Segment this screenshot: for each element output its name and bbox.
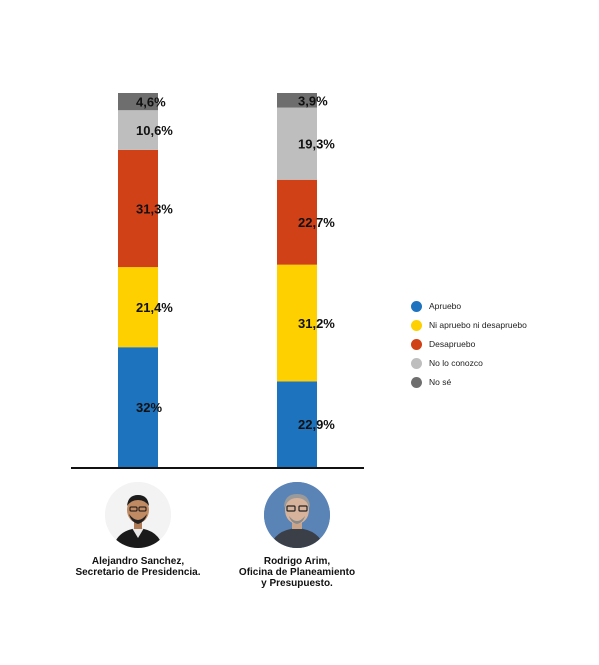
data-label-1-ni-apruebo-ni-desapruebo: 21,4% [136, 300, 173, 315]
legend-swatch-ni-apruebo-ni-desapruebo [411, 319, 422, 331]
data-label-2-apruebo: 22,9% [298, 417, 335, 432]
data-label-1-apruebo: 32% [136, 400, 162, 415]
legend-swatch-no-lo-conozco [411, 357, 422, 369]
bar-2-desapruebo [277, 179, 317, 265]
legend-item-ni-apruebo-ni-desapruebo: Ni apruebo ni desapruebo [411, 316, 596, 334]
person-name-alejandro-sanchez: Alejandro Sanchez, Secretario de Preside… [53, 556, 223, 578]
avatar-alejandro-sanchez [105, 482, 171, 548]
legend-swatch-desapruebo [411, 338, 422, 350]
stacked-bar-chart: 32% 21,4% 31,3% 10,6% 4,6% 22,9% 31,2% 22,7% 19,… [71, 93, 364, 469]
person-role-line: Oficina de Planeamiento [238, 567, 356, 578]
legend-swatch-apruebo [411, 300, 422, 312]
person-name-line: Rodrigo Arim, [263, 556, 331, 567]
bar-2-no-lo-conozco [277, 107, 317, 180]
bar-2-ni-apruebo-ni-desapruebo [277, 264, 317, 382]
bar-2-apruebo [277, 381, 317, 467]
segment-labels-group: 32% 21,4% 31,3% 10,6% 4,6% 22,9% 31,2% 22,7% 19,… [136, 93, 335, 432]
legend-label: No lo conozco [429, 358, 483, 368]
legend-swatch-no-se [411, 376, 422, 388]
data-label-2-desapruebo: 22,7% [298, 215, 335, 230]
person-name-rodrigo-arim: Rodrigo Arim, Oficina de Planeamiento y … [212, 556, 382, 589]
person-photo-icon [105, 482, 171, 548]
person-photo-icon [264, 482, 330, 548]
legend: Apruebo Ni apruebo ni desapruebo Desapru… [411, 297, 596, 392]
legend-label: No sé [429, 377, 452, 387]
bar-1-no-lo-conozco [118, 110, 158, 150]
bar-1-no-se [118, 93, 158, 111]
legend-label: Ni apruebo ni desapruebo [429, 320, 527, 330]
bar-2-no-se [277, 93, 317, 108]
data-label-2-no-se: 3,9% [298, 93, 328, 108]
person-role-line: Secretario de Presidencia. [75, 567, 201, 578]
data-label-2-ni-apruebo-ni-desapruebo: 31,2% [298, 316, 335, 331]
data-label-1-no-lo-conozco: 10,6% [136, 123, 173, 138]
person-role-line: y Presupuesto. [261, 578, 333, 589]
legend-item-no-se: No sé [411, 373, 596, 391]
avatar-rodrigo-arim [264, 482, 330, 548]
person-name-line: Alejandro Sanchez, [91, 556, 185, 567]
legend-item-apruebo: Apruebo [411, 297, 596, 315]
bar-1-ni-apruebo-ni-desapruebo [118, 267, 158, 348]
bars-group [118, 93, 317, 467]
bar-1-desapruebo [118, 149, 158, 268]
legend-label: Desapruebo [429, 339, 476, 349]
bar-1-apruebo [118, 347, 158, 467]
legend-item-no-lo-conozco: No lo conozco [411, 354, 596, 372]
data-label-2-no-lo-conozco: 19,3% [298, 137, 335, 152]
legend-label: Apruebo [429, 301, 462, 311]
legend-item-desapruebo: Desapruebo [411, 335, 596, 353]
data-label-1-no-se: 4,6% [136, 95, 166, 110]
data-label-1-desapruebo: 31,3% [136, 201, 173, 216]
